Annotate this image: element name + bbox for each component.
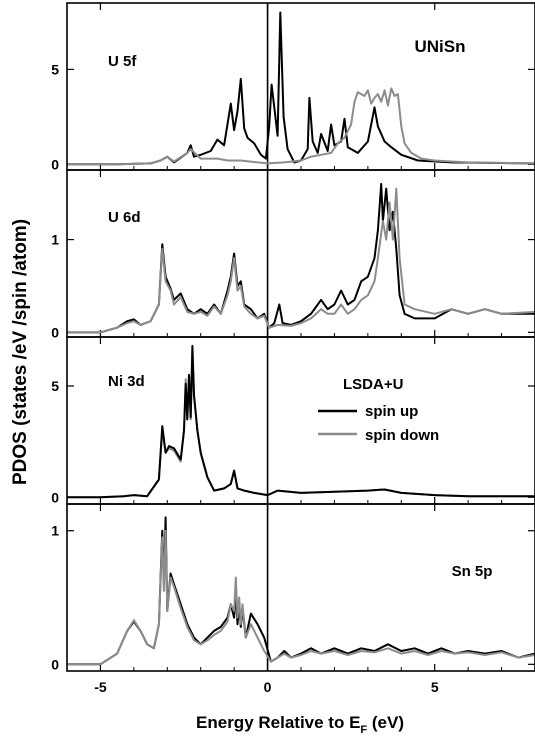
panel-sn-5p: 0 1 Sn 5p: [51, 503, 535, 672]
series-spin-down-u-6d: [67, 187, 535, 334]
series-spin-up-ni-3d: [67, 344, 535, 499]
y-tick-label-u-5f: 0: [51, 156, 59, 172]
panel-label-sn-5p: Sn 5p: [452, 563, 493, 580]
x-tick-label: 0: [264, 679, 272, 695]
series-spin-down-u-5f: [67, 87, 535, 166]
y-tick-label-ni-3d: 0: [51, 489, 59, 505]
y-tick-label-sn-5p: 0: [51, 656, 59, 672]
y-tick-label-u-6d: 1: [51, 232, 59, 248]
compound-label: UNiSn: [415, 37, 466, 56]
panels-group: 0 5 U 5f UNiSn 0 1 U 6d 0 5 Ni 3d 0 1 Sn 5p -5 0 5: [51, 2, 535, 695]
legend-entry-spin-up: spin up: [365, 403, 418, 420]
y-tick-label-u-6d: 0: [51, 324, 59, 340]
x-tick-label: 5: [431, 679, 439, 695]
panel-label-u-6d: U 6d: [108, 209, 141, 226]
x-tick-label: -5: [94, 679, 107, 695]
y-tick-label-ni-3d: 5: [51, 378, 59, 394]
panel-frame-sn-5p: [66, 503, 535, 672]
series-spin-up-sn-5p: [67, 516, 535, 666]
y-tick-label-u-5f: 5: [51, 61, 59, 77]
series-spin-down-sn-5p: [67, 529, 535, 666]
series-spin-up-u-6d: [67, 182, 535, 334]
x-axis-label-unit: (eV): [367, 713, 404, 732]
legend-title: LSDA+U: [343, 376, 403, 393]
y-tick-label-sn-5p: 1: [51, 523, 59, 539]
x-axis-label: Energy Relative to EF (eV): [196, 713, 404, 736]
panel-u-6d: 0 1 U 6d: [51, 169, 535, 340]
panel-frame-ni-3d: [66, 336, 535, 505]
panel-label-u-5f: U 5f: [108, 53, 137, 70]
x-axis-label-subscript: F: [360, 724, 367, 736]
x-axis-label-main: Energy Relative to E: [196, 713, 360, 732]
panel-label-ni-3d: Ni 3d: [108, 373, 145, 390]
panel-frame-u-5f: [66, 2, 535, 171]
panel-ni-3d: 0 5 Ni 3d: [51, 336, 535, 505]
panel-u-5f: 0 5 U 5f UNiSn: [51, 2, 535, 172]
legend-entry-spin-down: spin down: [365, 427, 439, 444]
legend: LSDA+U spin up spin down: [318, 376, 439, 444]
series-spin-up-u-5f: [67, 11, 535, 166]
y-axis-label: PDOS (states /eV /spin /atom): [10, 219, 31, 485]
